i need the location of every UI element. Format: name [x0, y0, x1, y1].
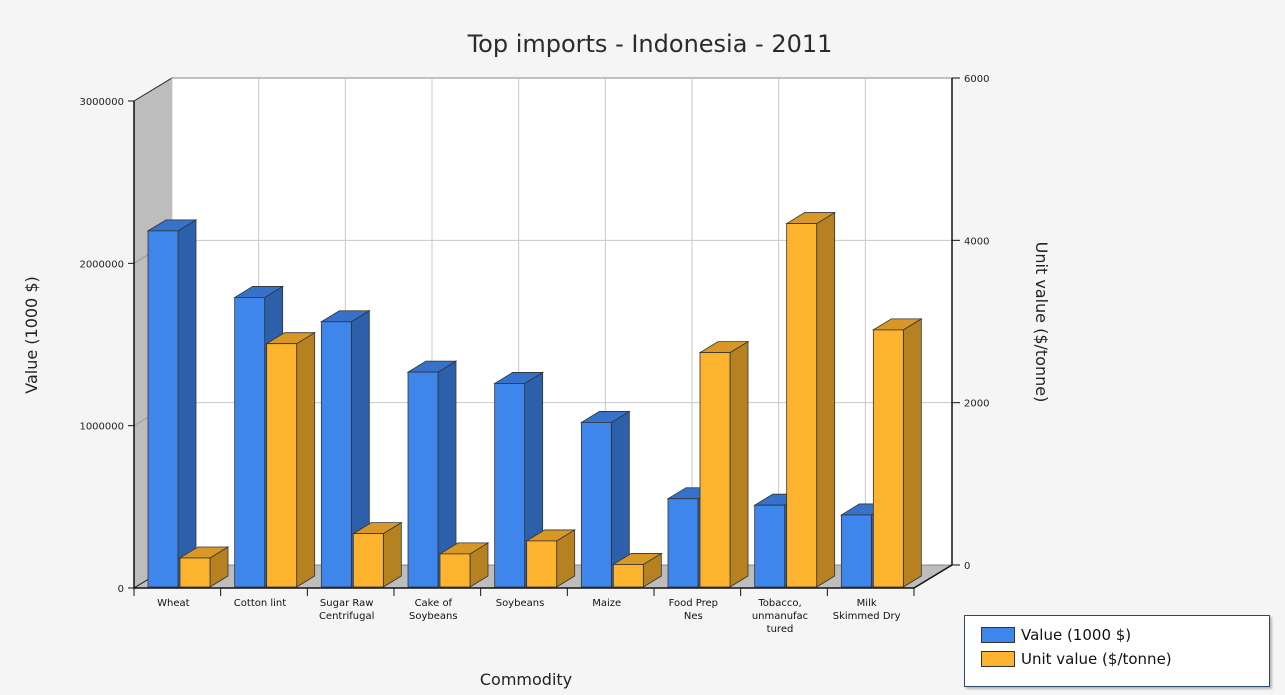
bar-value — [319, 310, 371, 588]
bar-value-front — [407, 371, 439, 588]
category-label: Milk Skimmed Dry — [833, 598, 901, 622]
bar-unit-value — [265, 331, 317, 588]
legend-item-value: Value (1000 $) — [981, 626, 1131, 644]
y-tick-label: 1000000 — [79, 422, 124, 433]
y-axis-label: Value (1000 $) — [22, 276, 41, 394]
bar-value — [493, 371, 545, 588]
bar-unit-value-front — [872, 329, 904, 588]
legend: Value (1000 $) Unit value ($/tonne) — [964, 615, 1270, 687]
category-label: Tobacco, unmanufac tured — [752, 598, 808, 635]
category-label: Cotton lint — [234, 598, 286, 609]
bar-value-front — [580, 422, 612, 588]
bar-unit-value — [611, 552, 663, 588]
y-tick-label: 2000000 — [79, 259, 124, 270]
legend-swatch-value — [981, 627, 1015, 643]
y-tick-label: 0 — [118, 584, 124, 595]
bar-unit-value — [351, 521, 403, 588]
x-axis-label: Commodity — [480, 670, 572, 689]
bar-unit-value — [871, 318, 923, 588]
bar-unit-value-front — [699, 352, 731, 588]
bar-unit-value-front — [612, 564, 644, 588]
y2-tick-label: 4000 — [964, 236, 989, 247]
bar-unit-value-front — [266, 343, 298, 588]
bar-unit-value-side — [816, 211, 836, 588]
y-tick-label: 3000000 — [79, 97, 124, 108]
legend-swatch-unit-value — [981, 651, 1015, 667]
y2-tick-label: 6000 — [964, 74, 989, 85]
category-label: Maize — [592, 598, 621, 609]
bar-unit-value — [178, 546, 230, 588]
y2-tick-label: 2000 — [964, 399, 989, 410]
category-label: Cake of Soybeans — [409, 598, 458, 622]
bar-unit-value-side — [902, 318, 922, 588]
category-label: Sugar Raw Centrifugal — [319, 598, 374, 622]
legend-label-unit-value: Unit value ($/tonne) — [1021, 650, 1172, 668]
bar-unit-value-front — [786, 223, 818, 588]
legend-item-unit-value: Unit value ($/tonne) — [981, 650, 1172, 668]
bar-value-front — [320, 321, 352, 588]
bar-value — [146, 219, 198, 588]
bar-value-front — [147, 230, 179, 588]
floor-edge — [913, 564, 953, 589]
legend-label-value: Value (1000 $) — [1021, 626, 1132, 644]
category-label: Food Prep Nes — [669, 598, 718, 622]
bar-value-front — [840, 514, 872, 588]
bar-unit-value-front — [179, 557, 211, 588]
bar-unit-value-front — [526, 540, 558, 588]
y2-axis-label: Unit value ($/tonne) — [1032, 242, 1051, 403]
bar-unit-value-front — [439, 553, 471, 588]
bar-value-front — [667, 498, 699, 588]
bar-unit-value-side — [729, 340, 749, 588]
bar-value — [579, 410, 631, 588]
y2-tick-label: 0 — [964, 561, 970, 572]
bar-value-front — [754, 504, 786, 588]
bar-unit-value — [698, 340, 750, 588]
bar-value-front — [234, 297, 266, 588]
chart-title: Top imports - Indonesia - 2011 — [467, 30, 833, 58]
bar-unit-value-side — [296, 331, 316, 588]
bar-unit-value-front — [352, 533, 384, 588]
bar-unit-value — [438, 542, 490, 588]
bar-value-side — [177, 219, 197, 588]
bar-unit-value — [785, 211, 837, 588]
category-label: Soybeans — [496, 598, 545, 609]
category-label: Wheat — [157, 598, 190, 609]
bar-unit-value — [525, 529, 577, 588]
bar-value-front — [494, 383, 526, 588]
